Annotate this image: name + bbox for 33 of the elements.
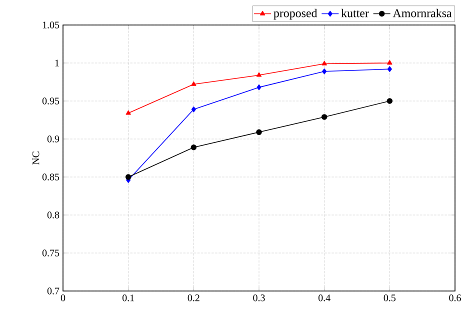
y-axis-title: NC — [32, 152, 40, 165]
legend-label: proposed — [274, 8, 318, 20]
point — [256, 129, 262, 136]
x-tick-label: 0.3 — [253, 294, 265, 302]
point — [191, 106, 196, 112]
y-tick-label: 0.8 — [47, 212, 60, 218]
y-tick-label: 1 — [55, 60, 59, 66]
point — [125, 174, 132, 180]
point — [386, 98, 393, 104]
point — [387, 60, 392, 65]
point — [190, 144, 197, 150]
point — [322, 68, 327, 74]
point — [256, 84, 262, 90]
y-tick-label: 0.75 — [42, 250, 60, 256]
point — [321, 114, 328, 120]
x-tick-label: 0.6 — [449, 294, 461, 302]
x-tick-label: 0.1 — [122, 294, 134, 302]
y-tick-label: 1.05 — [42, 22, 60, 28]
x-tick-label: 0 — [60, 294, 66, 302]
point — [322, 60, 327, 66]
point — [191, 81, 196, 86]
y-tick-label: 0.85 — [42, 174, 60, 180]
point — [126, 110, 131, 115]
y-tick-label: 0.95 — [42, 98, 60, 104]
legend-label: Amornraksa — [392, 8, 452, 18]
point — [387, 66, 392, 72]
x-tick-label: 0.2 — [188, 294, 200, 302]
point — [256, 72, 262, 77]
x-tick-label: 0.5 — [384, 294, 396, 302]
x-tick-label: 0.4 — [318, 294, 330, 302]
legend-label: kutter — [341, 8, 369, 18]
y-tick-label: 0.7 — [47, 288, 60, 294]
y-tick-label: 0.9 — [47, 136, 60, 142]
